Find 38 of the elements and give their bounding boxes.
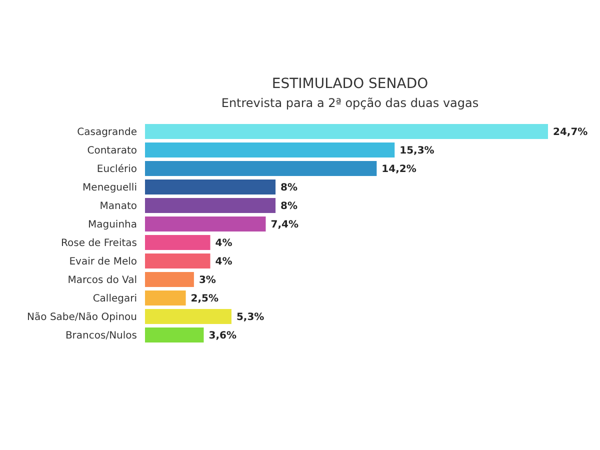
- y-tick-label: Casagrande: [77, 126, 137, 138]
- chart-subtitle: Entrevista para a 2ª opção das duas vagas: [220, 96, 480, 110]
- chart-title: ESTIMULADO SENADO: [270, 76, 430, 92]
- bar: [145, 198, 276, 213]
- bar: [145, 309, 232, 324]
- y-tick-label: Manato: [100, 200, 137, 212]
- data-label: 5,3%: [236, 312, 264, 324]
- y-tick-label: Meneguelli: [82, 182, 137, 194]
- bar: [145, 124, 548, 139]
- y-tick-label: Maguinha: [88, 219, 137, 230]
- data-label: 8%: [280, 182, 298, 194]
- data-label: 4%: [215, 238, 232, 250]
- data-label: 24,7%: [553, 127, 588, 138]
- y-tick-label: Euclério: [96, 164, 137, 175]
- y-tick-label: Rose de Freitas: [61, 238, 137, 249]
- data-label: 4%: [215, 256, 232, 268]
- y-tick-label: Marcos do Val: [68, 274, 137, 286]
- bar: [145, 216, 266, 232]
- bar: [145, 142, 395, 158]
- y-tick-label: Contarato: [87, 145, 137, 156]
- bar: [145, 290, 186, 306]
- y-tick-label: Callegari: [92, 293, 137, 304]
- data-label: 7,4%: [270, 220, 298, 231]
- data-label: 15,3%: [400, 146, 434, 157]
- data-label: 8%: [280, 201, 298, 212]
- bar: [145, 272, 194, 287]
- data-label: 3,6%: [208, 330, 236, 342]
- data-label: 14,2%: [382, 164, 416, 176]
- data-label: 2,5%: [190, 294, 219, 305]
- y-tick-label: Evair de Melo: [69, 256, 137, 268]
- y-tick-label: Não Sabe/Não Opinou: [27, 312, 137, 323]
- bar: [145, 254, 210, 268]
- bar: [145, 235, 210, 250]
- data-label: 3%: [198, 275, 216, 286]
- bar: [145, 180, 276, 194]
- bar: [145, 161, 377, 176]
- bar: [145, 328, 204, 342]
- y-tick-label: Brancos/Nulos: [65, 330, 137, 342]
